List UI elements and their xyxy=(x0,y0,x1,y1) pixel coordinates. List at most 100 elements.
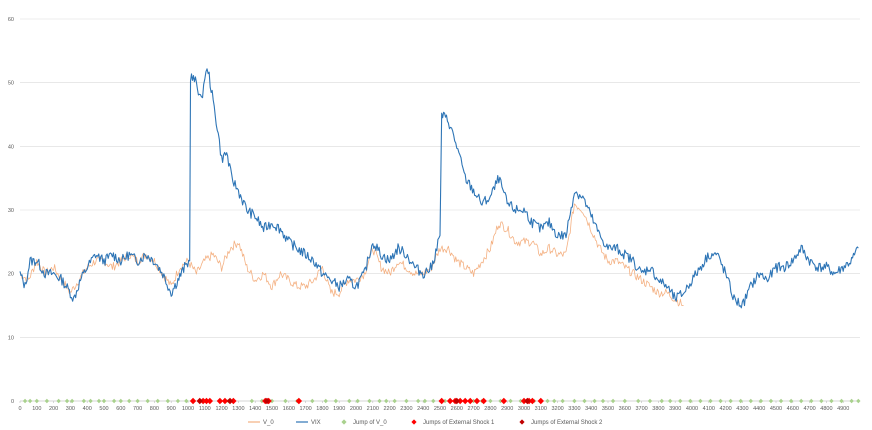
series-line-v0 xyxy=(19,203,684,307)
marker-shock1 xyxy=(206,397,214,405)
marker-jump-v0 xyxy=(165,398,171,404)
marker-jump-v0 xyxy=(688,398,693,404)
y-tick-label: 10 xyxy=(8,335,14,341)
x-tick-label: 4900 xyxy=(837,406,849,412)
x-tick-label: 2700 xyxy=(467,406,479,412)
marker-jump-v0 xyxy=(155,398,160,404)
marker-shock1 xyxy=(529,397,536,405)
marker-jump-v0 xyxy=(799,398,804,404)
marker-shock1 xyxy=(520,397,528,405)
marker-jump-v0 xyxy=(592,398,597,404)
x-tick-label: 4500 xyxy=(770,406,782,412)
marker-jump-v0 xyxy=(471,398,476,404)
x-tick-label: 4700 xyxy=(803,406,815,412)
legend: V_0 VIX Jump of V_0 Jumps of External Shock… xyxy=(248,419,603,426)
x-tick-label: 2800 xyxy=(484,406,496,412)
marker-jump-v0 xyxy=(498,398,503,404)
x-tick-label: 4100 xyxy=(703,406,715,412)
marker-jump-v0 xyxy=(728,398,733,404)
marker-jump-v0 xyxy=(333,398,339,404)
marker-jump-v0 xyxy=(415,398,421,404)
x-tick-label: 4000 xyxy=(686,406,698,412)
marker-jump-v0 xyxy=(259,398,265,404)
marker-jump-v0 xyxy=(22,398,28,404)
marker-jump-v0 xyxy=(269,398,275,404)
x-tick-label: 4300 xyxy=(736,406,748,412)
x-tick-label: 4600 xyxy=(787,406,799,412)
x-tick-label: 200 xyxy=(49,406,58,412)
marker-jump-v0 xyxy=(518,398,523,404)
marker-jump-v0 xyxy=(748,398,753,404)
marker-jump-v0 xyxy=(145,398,150,404)
marker-shock1 xyxy=(500,397,508,405)
marker-shock1 xyxy=(295,397,303,405)
x-tick-label: 4400 xyxy=(753,406,765,412)
marker-shock1 xyxy=(216,397,224,405)
marker-jump-v0 xyxy=(508,398,513,404)
marker-jump-v0 xyxy=(96,398,102,404)
marker-jump-v0 xyxy=(622,398,627,404)
marker-jump-v0 xyxy=(778,398,784,404)
x-tick-label: 2900 xyxy=(501,406,513,412)
marker-shock1 xyxy=(473,397,481,405)
x-tick-label: 700 xyxy=(133,406,142,412)
x-tick-label: 3000 xyxy=(518,406,530,412)
legend-label: V_0 xyxy=(263,420,274,426)
marker-jump-v0 xyxy=(829,398,834,404)
x-tick-label: 3400 xyxy=(585,406,597,412)
marker-jump-v0 xyxy=(442,398,448,404)
marker-jump-v0 xyxy=(819,398,824,404)
marker-jump-v0 xyxy=(392,398,397,404)
x-tick-label: 4200 xyxy=(719,406,731,412)
marker-jump-v0 xyxy=(758,398,764,404)
marker-jump-v0 xyxy=(175,398,181,404)
marker-jump-v0 xyxy=(647,398,653,404)
x-tick-label: 1100 xyxy=(199,406,211,412)
marker-shock1 xyxy=(203,397,210,405)
series-layer xyxy=(19,68,859,309)
marker-jump-v0 xyxy=(64,398,70,404)
marker-layer xyxy=(22,397,861,405)
x-tick-label: 400 xyxy=(83,406,92,412)
legend-swatch-marker xyxy=(341,419,347,425)
x-tick-label: 1700 xyxy=(299,406,311,412)
marker-jump-v0 xyxy=(283,398,288,404)
marker-jump-v0 xyxy=(184,398,189,404)
marker-jump-v0 xyxy=(135,398,140,404)
marker-jump-v0 xyxy=(659,398,664,404)
y-tick-label: 50 xyxy=(8,81,14,87)
x-tick-label: 2300 xyxy=(400,406,412,412)
marker-jump-v0 xyxy=(718,398,723,404)
legend-label: Jumps of External Shock 1 xyxy=(423,420,495,426)
marker-jump-v0 xyxy=(101,398,107,404)
marker-shock2 xyxy=(196,397,203,405)
marker-jump-v0 xyxy=(310,398,315,404)
marker-jump-v0 xyxy=(738,398,743,404)
marker-jump-v0 xyxy=(788,398,794,404)
marker-shock1 xyxy=(230,397,237,405)
marker-jump-v0 xyxy=(377,398,382,404)
marker-jump-v0 xyxy=(560,398,565,404)
marker-jump-v0 xyxy=(27,398,33,404)
marker-jump-v0 xyxy=(678,398,683,404)
marker-jump-v0 xyxy=(708,398,713,404)
x-tick-label: 3300 xyxy=(568,406,580,412)
x-tick-label: 1500 xyxy=(266,406,278,412)
marker-jump-v0 xyxy=(839,398,844,404)
x-tick-label: 3500 xyxy=(602,406,614,412)
marker-jump-v0 xyxy=(384,398,389,404)
marker-jump-v0 xyxy=(355,398,360,404)
x-tick-label: 3100 xyxy=(535,406,547,412)
marker-jump-v0 xyxy=(127,398,132,404)
x-tick-label: 2500 xyxy=(434,406,446,412)
y-tick-label: 60 xyxy=(8,17,14,23)
marker-jump-v0 xyxy=(636,398,641,404)
marker-jump-v0 xyxy=(809,398,814,404)
x-tick-label: 0 xyxy=(18,406,21,412)
marker-shock1 xyxy=(438,397,445,405)
marker-shock2 xyxy=(524,397,531,405)
marker-jump-v0 xyxy=(44,398,50,404)
